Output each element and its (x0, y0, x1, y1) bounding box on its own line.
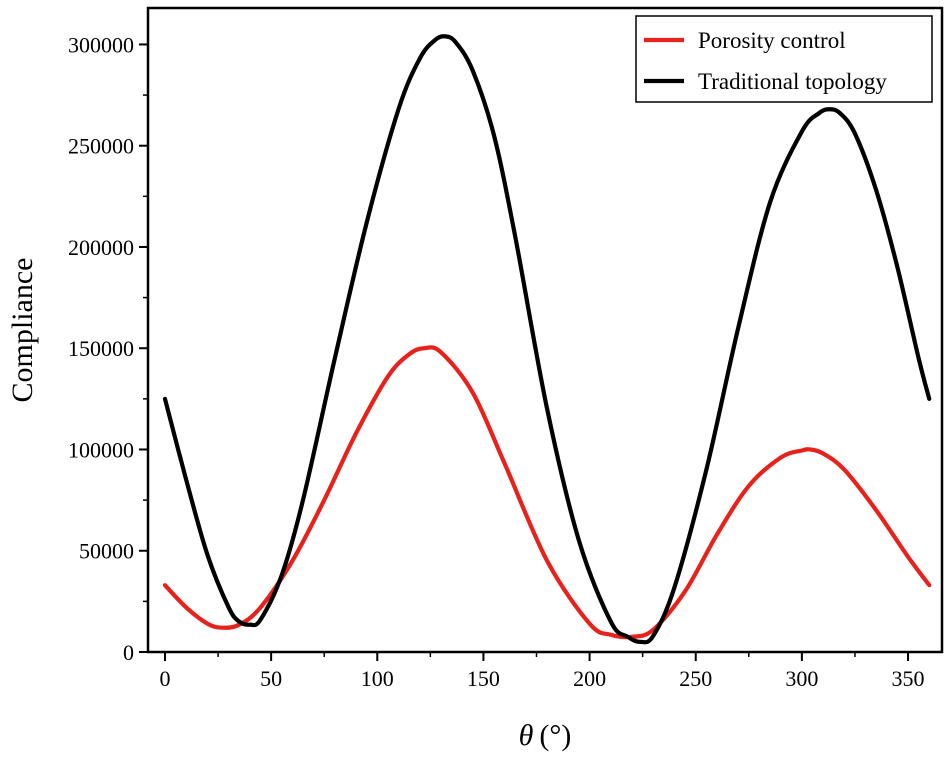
x-axis-unit: (°) (539, 719, 571, 752)
legend: Porosity control Traditional topology (635, 15, 933, 103)
x-tick-label: 300 (785, 666, 818, 691)
x-tick-label: 150 (467, 666, 500, 691)
series-layer (162, 34, 932, 645)
y-tick-label: 150000 (68, 336, 134, 361)
x-axis-title: θ (°) (519, 719, 572, 752)
y-tick-label: 0 (123, 640, 134, 665)
y-axis-title: Compliance (6, 258, 39, 403)
series-line-porosity-control (162, 345, 932, 640)
y-tick-label: 100000 (68, 437, 134, 462)
x-tick-label: 350 (892, 666, 925, 691)
y-tick-label: 200000 (68, 235, 134, 260)
y-tick-label: 250000 (68, 134, 134, 159)
x-tick-label: 0 (159, 666, 170, 691)
x-tick-label: 250 (679, 666, 712, 691)
legend-label: Traditional topology (698, 69, 887, 94)
legend-label: Porosity control (698, 28, 846, 53)
y-tick-label: 50000 (79, 539, 134, 564)
y-tick-label: 300000 (68, 32, 134, 57)
x-tick-label: 200 (573, 666, 606, 691)
x-tick-label: 100 (361, 666, 394, 691)
legend-box (635, 15, 933, 103)
plot-frame (146, 6, 944, 654)
series-line-traditional-topology (162, 34, 932, 645)
x-tick-label: 50 (260, 666, 282, 691)
x-axis-symbol: θ (519, 719, 534, 752)
